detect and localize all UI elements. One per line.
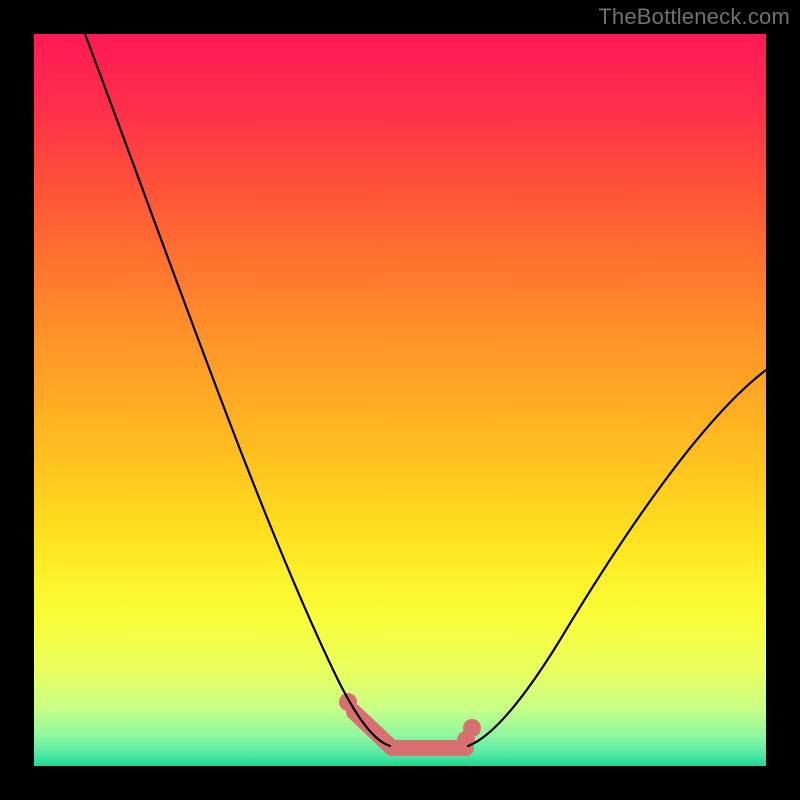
trough-marker: [339, 693, 481, 749]
curve-layer: [0, 0, 800, 800]
watermark-text: TheBottleneck.com: [598, 4, 790, 30]
right-curve: [468, 370, 766, 746]
chart-stage: TheBottleneck.com: [0, 0, 800, 800]
left-curve: [85, 34, 390, 746]
